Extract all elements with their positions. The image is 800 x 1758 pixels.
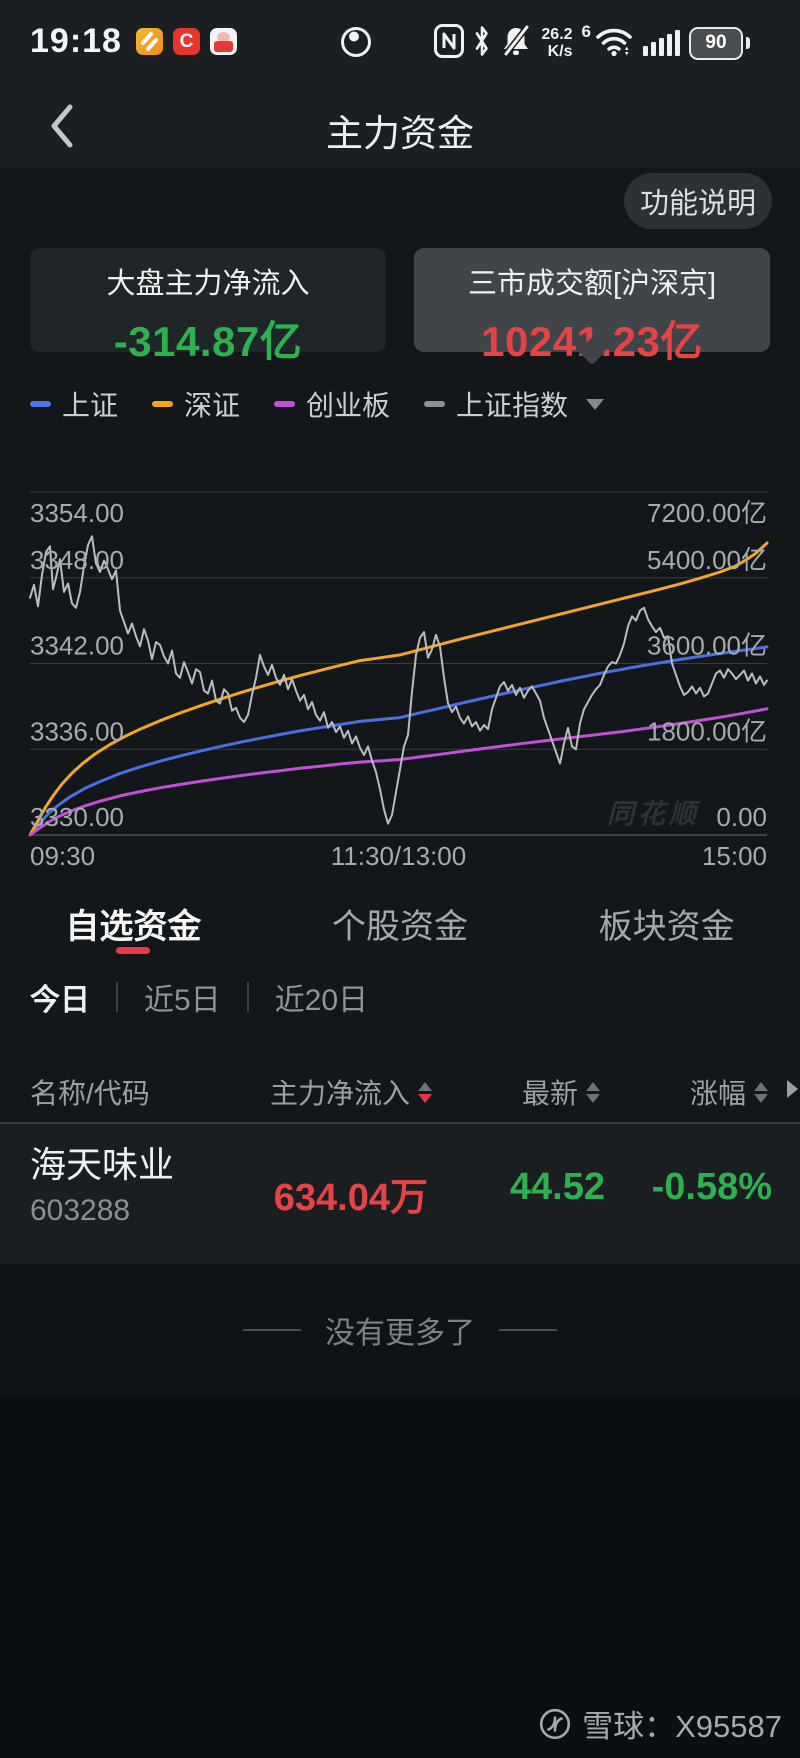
svg-text:7200.00亿: 7200.00亿 — [647, 498, 767, 528]
stock-change-percent: -0.58% — [651, 1166, 772, 1208]
svg-text:同花顺: 同花顺 — [607, 799, 701, 829]
svg-text:15:00: 15:00 — [702, 841, 767, 870]
bottom-spacer: 雪球：X95587 — [0, 1395, 800, 1758]
stock-code: 603288 — [30, 1194, 131, 1227]
list-end-indicator: 没有更多了 — [0, 1264, 800, 1395]
notification-icons: C — [136, 28, 237, 55]
period-5d[interactable]: 近5日 — [144, 984, 221, 1017]
feature-help-button[interactable]: 功能说明 — [624, 173, 772, 229]
xueqiu-logo — [540, 1708, 571, 1739]
wifi-icon — [594, 24, 634, 63]
main-tabs: 自选资金 个股资金 板块资金 — [0, 893, 800, 963]
svg-text:3348.00: 3348.00 — [30, 545, 124, 575]
stock-main-inflow: 634.04万 — [273, 1177, 428, 1219]
legend-item-shanghai[interactable]: 上证 — [30, 384, 118, 424]
svg-text:3330.00: 3330.00 — [30, 802, 124, 832]
svg-text:09:30: 09:30 — [30, 841, 95, 870]
divider — [499, 1328, 557, 1331]
card-title: 大盘主力净流入 — [106, 268, 310, 300]
column-main-inflow[interactable]: 主力净流入 — [270, 1072, 432, 1112]
no-more-label: 没有更多了 — [325, 1316, 475, 1350]
table-header: 名称/代码 主力净流入 最新 涨幅 — [0, 1058, 800, 1122]
network-speed: 26.2 K/s — [541, 26, 573, 60]
notification-app-icon-3 — [210, 28, 237, 55]
period-today[interactable]: 今日 — [30, 984, 90, 1017]
page-title: 主力资金 — [326, 113, 474, 154]
active-tab-underline — [116, 947, 151, 954]
legend-dash — [274, 401, 296, 407]
svg-text:3600.00亿: 3600.00亿 — [647, 631, 767, 661]
tab-sector-funds[interactable]: 板块资金 — [598, 908, 735, 946]
legend-label: 上证 — [62, 390, 119, 421]
legend-dash — [424, 401, 446, 407]
tab-stock-funds[interactable]: 个股资金 — [332, 908, 468, 946]
chart-legend: 上证 深证 创业板 上证指数 — [30, 384, 605, 424]
period-20d[interactable]: 近20日 — [274, 984, 369, 1017]
status-icons: 26.2 K/s 6 90 — [434, 20, 750, 66]
svg-text:1800.00亿: 1800.00亿 — [647, 716, 767, 746]
status-bar: 19:18 C 26.2 K/s 6 — [0, 0, 800, 85]
svg-text:3354.00: 3354.00 — [30, 498, 124, 528]
battery-icon: 90 — [689, 26, 743, 60]
card-value: -314.87亿 — [113, 318, 303, 365]
sort-arrows-icon — [418, 1081, 432, 1103]
table-row[interactable]: 海天味业 603288 634.04万 44.52 -0.58% — [0, 1122, 800, 1264]
divider — [116, 982, 118, 1012]
legend-item-index-selector[interactable]: 上证指数 — [424, 384, 605, 424]
period-tabs: 今日 近5日 近20日 — [30, 975, 368, 1019]
card-title: 三市成交额[沪深京] — [467, 268, 717, 300]
legend-dash — [152, 401, 174, 407]
svg-text:3342.00: 3342.00 — [30, 631, 124, 661]
legend-label: 创业板 — [306, 390, 391, 421]
legend-item-shenzhen[interactable]: 深证 — [152, 384, 240, 424]
column-latest[interactable]: 最新 — [522, 1072, 600, 1112]
eye-comfort-icon — [338, 24, 374, 65]
sort-arrows-icon — [754, 1081, 768, 1103]
stock-latest-price: 44.52 — [509, 1166, 605, 1208]
nfc-icon — [434, 23, 465, 63]
clock: 19:18 — [30, 22, 122, 60]
card-market-turnover[interactable]: 三市成交额[沪深京] 10241.23亿 — [414, 248, 770, 366]
back-button[interactable] — [40, 99, 86, 153]
svg-text:0.00: 0.00 — [716, 802, 767, 832]
column-name-code: 名称/代码 — [30, 1078, 150, 1109]
mute-bell-icon — [500, 24, 532, 63]
legend-dash — [30, 401, 51, 407]
more-columns-chevron-icon[interactable] — [787, 1080, 798, 1098]
watermark-footer: 雪球：X95587 — [538, 1701, 782, 1746]
column-change[interactable]: 涨幅 — [690, 1072, 768, 1112]
wifi-gen-label: 6 — [581, 22, 591, 41]
battery-tip — [746, 37, 750, 49]
svg-text:11:30/13:00: 11:30/13:00 — [331, 841, 466, 870]
chevron-down-icon — [586, 398, 605, 410]
legend-label: 深证 — [184, 390, 241, 421]
watermark-text: 雪球：X95587 — [582, 1709, 782, 1744]
divider — [243, 1328, 301, 1331]
legend-item-chinext[interactable]: 创业板 — [274, 384, 390, 424]
app-bar: 主力资金 — [0, 85, 800, 168]
signal-strength-icon — [643, 30, 680, 56]
svg-text:5400.00亿: 5400.00亿 — [647, 545, 767, 575]
stock-name: 海天味业 — [30, 1144, 175, 1185]
tab-watchlist-funds[interactable]: 自选资金 — [65, 908, 202, 946]
sort-arrows-icon — [586, 1081, 600, 1103]
bluetooth-icon — [473, 24, 491, 63]
notification-app-icon-2: C — [173, 28, 200, 55]
divider — [246, 982, 249, 1012]
card-market-net-inflow[interactable]: 大盘主力净流入 -314.87亿 — [30, 248, 386, 365]
legend-label: 上证指数 — [456, 390, 569, 421]
svg-text:3336.00: 3336.00 — [30, 716, 124, 746]
capital-flow-chart[interactable]: 同花顺 3354.00 7200.00亿 3348.00 5400.00亿 3342.00… — [0, 430, 800, 870]
notification-app-icon-1 — [136, 28, 163, 55]
